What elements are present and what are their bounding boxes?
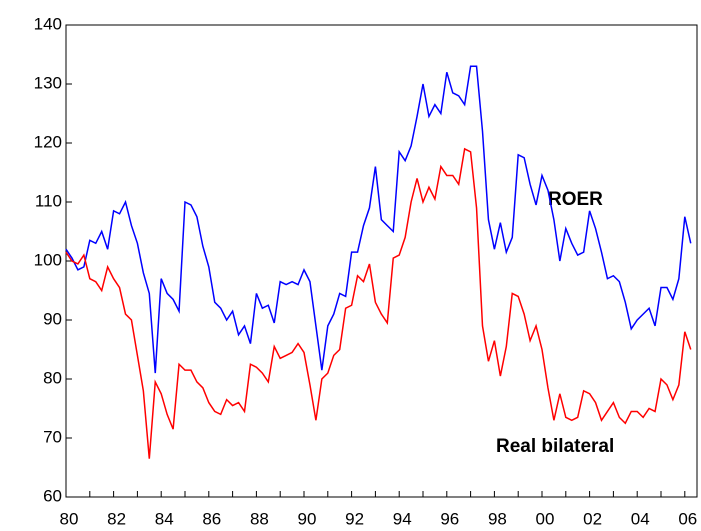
x-tick-label: 06 — [678, 509, 697, 528]
x-tick-label: 86 — [202, 509, 221, 528]
series-annotation: ROER — [548, 189, 603, 210]
x-tick-label: 84 — [155, 509, 174, 528]
x-tick-label: 88 — [250, 509, 269, 528]
x-tick-label: 96 — [440, 509, 459, 528]
y-tick-label: 70 — [43, 427, 62, 446]
x-tick-label: 82 — [107, 509, 126, 528]
y-tick-label: 60 — [43, 486, 62, 505]
x-tick-label: 92 — [345, 509, 364, 528]
y-tick-label: 130 — [34, 73, 62, 92]
y-tick-label: 110 — [35, 191, 62, 210]
x-tick-label: 98 — [488, 509, 507, 528]
x-tick-label: 80 — [60, 509, 79, 528]
x-tick-label: 04 — [631, 509, 650, 528]
plot-frame — [65, 24, 698, 498]
y-tick-label: 90 — [43, 309, 62, 328]
y-tick-label: 140 — [34, 14, 62, 33]
series-annotation: Real bilateral — [496, 436, 614, 457]
series-line — [65, 65, 692, 374]
y-tick-label: 80 — [43, 368, 62, 387]
y-tick-label: 100 — [34, 250, 62, 269]
x-tick-label: 00 — [536, 509, 555, 528]
x-tick-label: 94 — [393, 509, 412, 528]
x-tick-label: 02 — [583, 509, 602, 528]
y-tick-label: 120 — [34, 132, 62, 151]
series-line — [65, 147, 692, 459]
x-tick-label: 90 — [298, 509, 317, 528]
